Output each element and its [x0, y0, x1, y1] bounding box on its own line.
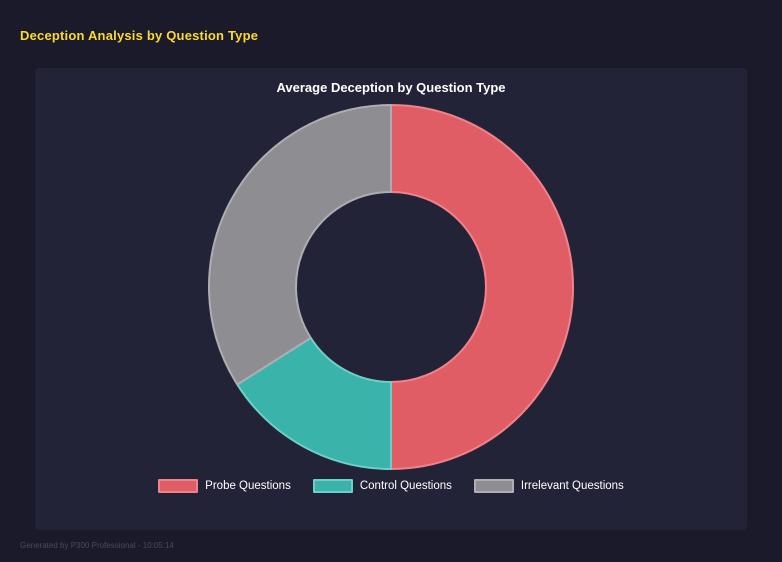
- legend-item-probe[interactable]: Probe Questions: [158, 479, 291, 493]
- legend-item-irrelevant[interactable]: Irrelevant Questions: [473, 479, 624, 493]
- legend-label: Probe Questions: [205, 480, 291, 492]
- donut-segment-0[interactable]: [390, 104, 574, 470]
- legend-swatch: [158, 479, 199, 493]
- footer-note: Generated by P300 Professional - 10:05:1…: [20, 541, 174, 550]
- donut-segment-1[interactable]: [236, 336, 392, 470]
- legend-item-control[interactable]: Control Questions: [312, 479, 452, 493]
- donut-chart: [208, 104, 574, 470]
- page-title: Deception Analysis by Question Type: [20, 28, 259, 43]
- legend-label: Irrelevant Questions: [520, 480, 624, 492]
- legend-label: Control Questions: [359, 480, 452, 492]
- legend-swatch: [473, 479, 514, 493]
- chart-legend: Probe Questions Control Questions Irrele…: [158, 479, 624, 493]
- donut-segment-2[interactable]: [208, 104, 392, 386]
- chart-panel: Average Deception by Question Type Probe…: [35, 68, 747, 530]
- chart-title: Average Deception by Question Type: [276, 80, 506, 95]
- legend-swatch: [312, 479, 353, 493]
